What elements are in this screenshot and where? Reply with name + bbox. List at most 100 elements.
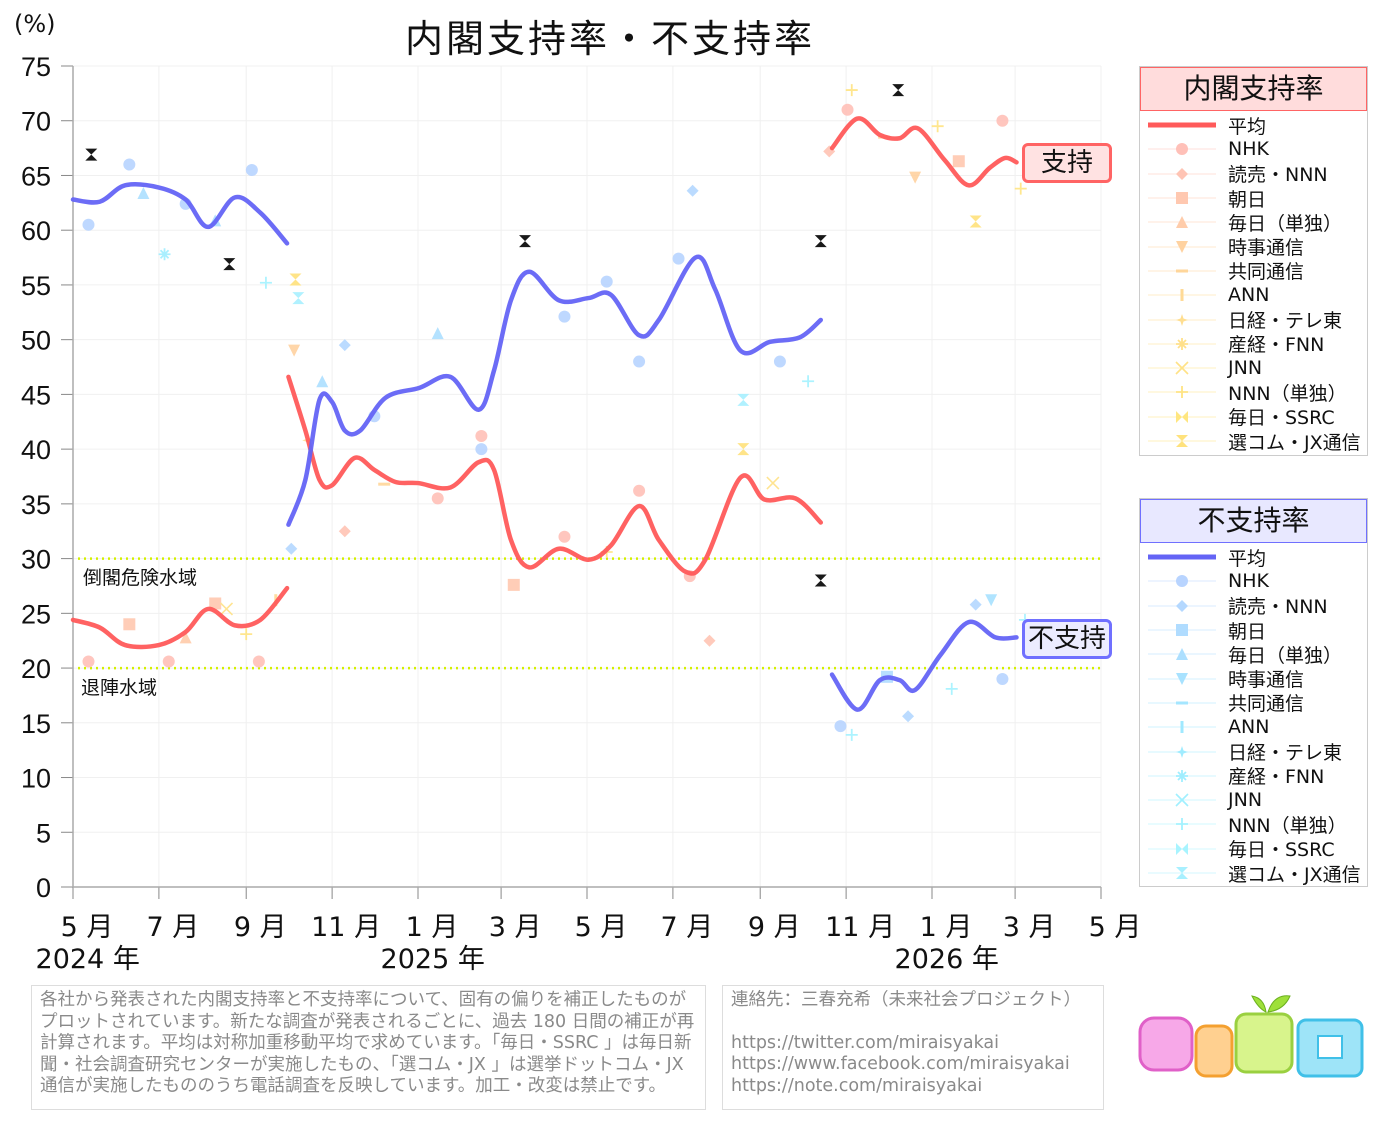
legend-marker-icon bbox=[1176, 648, 1188, 661]
disapprove-poll-point bbox=[123, 158, 136, 171]
x-tick-label: 1 月 bbox=[919, 912, 973, 943]
legend-marker-icon bbox=[1176, 269, 1188, 273]
disapprove-poll-point bbox=[223, 258, 236, 271]
legend-item: 毎日（単独） bbox=[1140, 642, 1367, 667]
legend-marker-icon bbox=[1176, 143, 1188, 156]
legend-item: NHK bbox=[1140, 569, 1367, 593]
legend-item: 朝日 bbox=[1140, 186, 1367, 211]
legend-item: 日経・テレ東 bbox=[1140, 307, 1367, 333]
y-tick-label: 75 bbox=[21, 52, 51, 82]
legend-item: 毎日・SSRC bbox=[1140, 837, 1367, 861]
legend-item: 平均 bbox=[1140, 545, 1367, 570]
marker-swatch bbox=[1148, 672, 1216, 685]
disapprove-poll-point bbox=[773, 355, 786, 368]
legend-label: 毎日・SSRC bbox=[1228, 839, 1335, 862]
legend-label: 産経・FNN bbox=[1228, 766, 1325, 789]
marker-swatch bbox=[1148, 386, 1216, 399]
facebook-link[interactable]: https://www.facebook.com/miraisyakai bbox=[731, 1054, 1070, 1074]
contact-box: 連絡先：三春充希（未来社会プロジェクト） https://twitter.com… bbox=[722, 985, 1104, 1110]
disapprove-average-line bbox=[70, 182, 290, 246]
disapprove-poll-point bbox=[834, 720, 847, 733]
legend-item: NNN（単独） bbox=[1140, 812, 1367, 837]
support-poll-point bbox=[162, 655, 175, 668]
chart-title: 内閣支持率・不支持率 bbox=[404, 17, 815, 61]
legend-marker-icon bbox=[1176, 745, 1188, 758]
x-tick-label: 5 月 bbox=[574, 912, 628, 943]
legend-marker-icon bbox=[1176, 216, 1188, 229]
legend-label: NHK bbox=[1228, 570, 1269, 593]
support-poll-point bbox=[841, 103, 854, 116]
legend-item: 読売・NNN bbox=[1140, 162, 1367, 186]
note-link[interactable]: https://note.com/miraisyakai bbox=[731, 1075, 983, 1096]
support-poll-point bbox=[969, 215, 982, 228]
disapprove-poll-point bbox=[969, 598, 982, 611]
mirapro-logo bbox=[1138, 995, 1364, 1078]
marker-swatch bbox=[1148, 313, 1216, 326]
disapprove-poll-point bbox=[431, 327, 444, 340]
y-tick-label: 25 bbox=[21, 599, 51, 629]
support-poll-point bbox=[703, 634, 716, 647]
y-tick-label: 20 bbox=[21, 654, 51, 684]
support-callout: 支持 bbox=[1022, 143, 1112, 183]
disapprove-poll-point bbox=[996, 673, 1009, 686]
legend-marker-icon bbox=[1176, 672, 1188, 685]
disapprove-poll-point bbox=[945, 682, 958, 695]
legend-item: 毎日・SSRC bbox=[1140, 405, 1367, 429]
legend-marker-icon bbox=[1176, 818, 1188, 831]
legend-label: 毎日（単独） bbox=[1228, 212, 1343, 235]
legend-item: 産経・FNN bbox=[1140, 764, 1367, 788]
disapprove-poll-point bbox=[292, 292, 305, 305]
legend-label: 日経・テレ東 bbox=[1228, 310, 1343, 333]
legend-item: ANN bbox=[1140, 283, 1367, 307]
support-poll-point bbox=[289, 273, 302, 286]
legend-label: 平均 bbox=[1228, 547, 1267, 570]
marker-swatch bbox=[1148, 240, 1216, 253]
legend-label: JNN bbox=[1228, 789, 1263, 812]
legend-marker-icon bbox=[1176, 867, 1188, 879]
support-poll-point bbox=[82, 655, 95, 668]
marker-swatch bbox=[1148, 842, 1216, 855]
y-tick-label: 55 bbox=[21, 271, 51, 301]
support-poll-point bbox=[123, 618, 136, 631]
disapprove-poll-point bbox=[600, 275, 613, 288]
marker-swatch bbox=[1148, 701, 1216, 705]
x-tick-label: 5 月 bbox=[1088, 912, 1142, 943]
disapprove-poll-point bbox=[475, 443, 488, 456]
support-legend: 内閣支持率 平均 NHK 読売・NNN 朝日 毎日（単独） 時事通信 共同通信 ANN 日経・テ… bbox=[1139, 66, 1368, 456]
legend-label: 選コム・JX通信 bbox=[1228, 431, 1361, 454]
legend-marker-icon bbox=[1175, 361, 1189, 375]
x-tick-label: 3 月 bbox=[1002, 912, 1056, 943]
legend-item: 毎日（単独） bbox=[1140, 210, 1367, 235]
support-poll-point bbox=[633, 484, 646, 497]
marker-swatch bbox=[1148, 143, 1216, 156]
marker-swatch bbox=[1148, 435, 1216, 447]
marker-swatch bbox=[1148, 361, 1216, 375]
legend-label: NNN（単独） bbox=[1228, 814, 1347, 837]
legend-marker-icon bbox=[1176, 624, 1188, 637]
poll-points bbox=[82, 84, 1031, 741]
legend-item: JNN bbox=[1140, 788, 1367, 812]
marker-swatch bbox=[1148, 721, 1216, 734]
legend-label: 共同通信 bbox=[1228, 693, 1305, 716]
legend-marker-icon bbox=[1180, 289, 1184, 302]
legend-marker-icon bbox=[1176, 192, 1188, 205]
disapprove-poll-point bbox=[802, 375, 815, 388]
marker-swatch bbox=[1148, 769, 1216, 782]
marker-swatch bbox=[1148, 648, 1216, 661]
twitter-link[interactable]: https://twitter.com/miraisyakai bbox=[731, 1032, 999, 1053]
support-poll-point bbox=[909, 171, 922, 184]
disapprove-poll-point bbox=[158, 248, 171, 261]
legend-item: JNN bbox=[1140, 356, 1367, 380]
legend-marker-icon bbox=[1176, 386, 1188, 399]
support-average-line bbox=[70, 585, 290, 650]
legend-item: 共同通信 bbox=[1140, 691, 1367, 715]
disapprove-poll-point bbox=[672, 252, 685, 265]
support-poll-point bbox=[814, 574, 827, 587]
year-label: 2025 年 bbox=[380, 944, 485, 975]
legend-item: 時事通信 bbox=[1140, 234, 1367, 259]
support-poll-point bbox=[219, 602, 234, 616]
legend-label: NNN（単独） bbox=[1228, 382, 1347, 405]
disapprove-poll-point bbox=[285, 542, 298, 555]
support-poll-point bbox=[338, 525, 351, 538]
